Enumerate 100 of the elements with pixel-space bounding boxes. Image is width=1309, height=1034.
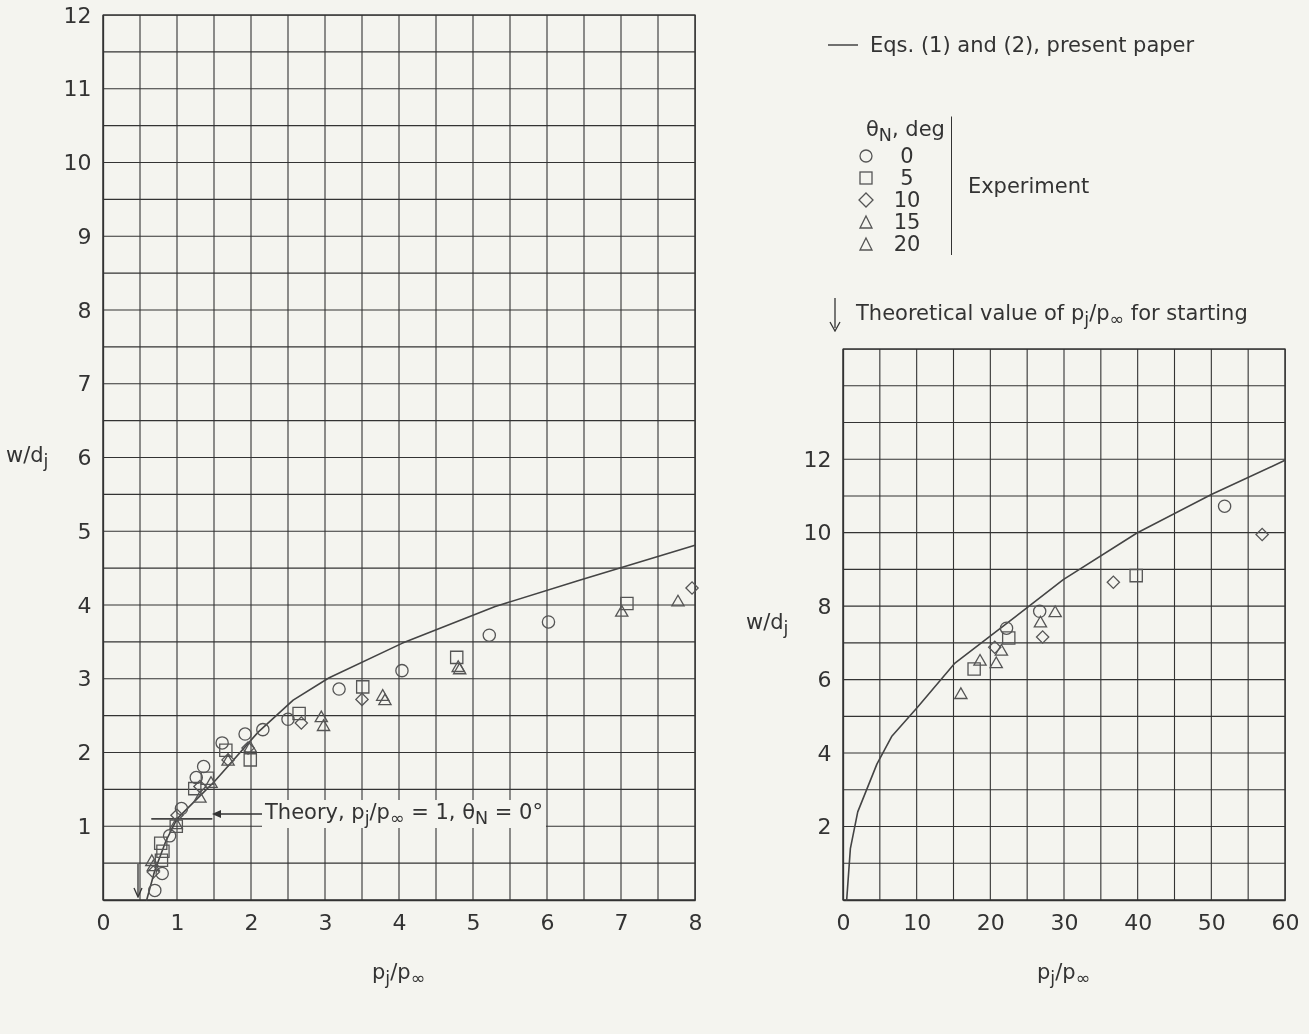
y-tick-label: 9: [77, 223, 92, 249]
point: [355, 692, 369, 707]
y-tick-label: 3: [77, 666, 92, 692]
point: [281, 712, 295, 727]
point: [1048, 605, 1062, 618]
x-tick-label: 60: [1271, 909, 1300, 935]
x-tick-label: 10: [903, 909, 932, 935]
point: [174, 801, 189, 816]
y-tick-label: 5: [77, 518, 92, 544]
point: [1217, 499, 1232, 513]
x-tick-label: 40: [1124, 909, 1153, 935]
point: [169, 817, 184, 830]
point: [989, 656, 1003, 669]
x-tick-label: 4: [392, 909, 407, 935]
x-tick-label: 8: [688, 909, 703, 935]
y-tick-label: 6: [817, 667, 832, 693]
point: [1035, 630, 1050, 644]
y-tick-label: 11: [63, 76, 92, 102]
point: [620, 596, 634, 611]
y-axis-title: w/d$_{j}$: [3, 442, 52, 471]
x-tick-label: 5: [466, 909, 481, 935]
point: [994, 643, 1009, 656]
point: [156, 844, 170, 859]
x-tick-label: 0: [96, 909, 111, 935]
text: Theoretical value of p$_{j}$/p$_{∞}$ for starting: [856, 301, 1248, 330]
point: [1129, 568, 1143, 583]
point: [292, 706, 306, 721]
point: [155, 866, 169, 881]
x-tick-label: 20: [976, 909, 1005, 935]
point: [614, 604, 629, 617]
point: [1106, 575, 1121, 590]
point: [1032, 604, 1047, 619]
point: [189, 770, 204, 785]
legend-label: 15: [892, 210, 922, 235]
y-tick-label: 8: [817, 593, 832, 619]
x-tick-label: 50: [1197, 909, 1226, 935]
point: [204, 776, 218, 788]
point: [449, 650, 464, 665]
point: [193, 790, 207, 803]
legend-label: Eqs. (1) and (2), present paper: [870, 33, 1195, 57]
x-tick-label: 3: [318, 909, 333, 935]
point: [162, 829, 177, 843]
point: [355, 680, 370, 694]
y-tick-label: 10: [803, 520, 832, 546]
point: [294, 716, 309, 730]
point: [973, 653, 987, 666]
x-tick-label: 6: [540, 909, 555, 935]
point: [999, 621, 1014, 635]
point: [146, 859, 161, 872]
y-tick-label: 7: [77, 371, 92, 397]
point: [243, 753, 258, 767]
legend-label: 20: [892, 232, 922, 257]
y-tick-label: 12: [803, 446, 832, 472]
legend-label: 10: [892, 188, 922, 213]
point: [256, 722, 270, 737]
point: [145, 854, 159, 867]
annotation: Theory, p$_{j}$/p$_{∞}$ = 1, θ$_{N}$ = 0°: [262, 800, 546, 829]
point: [314, 710, 329, 723]
legend-title: θ$_{N}$, deg: [866, 117, 945, 146]
point: [316, 719, 331, 732]
point: [541, 615, 556, 629]
y-tick-label: 1: [77, 813, 92, 839]
point: [169, 819, 184, 834]
point: [200, 771, 215, 786]
point: [671, 594, 685, 607]
x-tick-label: 0: [836, 909, 851, 935]
point: [395, 663, 409, 678]
point: [967, 662, 981, 676]
point: [1001, 631, 1016, 645]
x-tick-label: 1: [170, 909, 185, 935]
point: [215, 736, 229, 750]
point: [378, 693, 392, 706]
point: [196, 759, 211, 774]
point: [187, 781, 202, 796]
point: [332, 682, 346, 696]
x-axis-title: p$_{j}$/p$_{∞}$: [1034, 960, 1094, 989]
point: [193, 779, 207, 794]
y-tick-label: 2: [817, 814, 832, 840]
x-tick-label: 7: [614, 909, 629, 935]
point: [1033, 615, 1048, 628]
point: [954, 687, 968, 700]
point: [1255, 527, 1269, 542]
x-tick-label: 30: [1050, 909, 1079, 935]
y-tick-label: 4: [817, 740, 832, 766]
point: [148, 883, 162, 898]
point: [375, 689, 390, 701]
y-tick-label: 6: [77, 445, 92, 470]
point: [154, 853, 169, 867]
y-axis-title: w/d$_{j}$: [743, 609, 792, 638]
point: [219, 743, 233, 758]
point: [482, 628, 497, 642]
y-tick-label: 8: [77, 297, 92, 323]
y-tick-label: 12: [63, 2, 92, 28]
text: Experiment: [967, 173, 1090, 198]
legend-label: 5: [899, 166, 915, 191]
legend-label: 0: [899, 144, 915, 169]
point: [238, 727, 252, 741]
point: [987, 640, 1002, 655]
point: [153, 836, 168, 850]
x-tick-label: 2: [244, 909, 259, 935]
